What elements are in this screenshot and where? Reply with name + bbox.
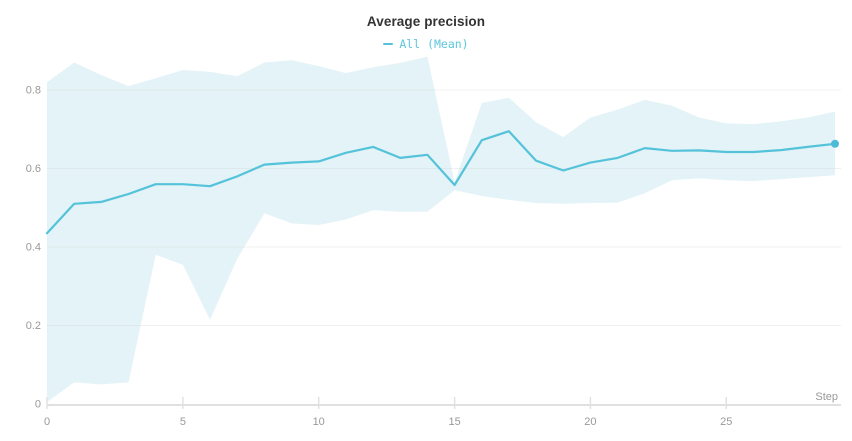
- chart-title: Average precision: [366, 14, 486, 29]
- y-tick-label: 0.4: [26, 242, 41, 254]
- legend-line-icon: [383, 42, 394, 45]
- y-tick-label: 0.8: [26, 85, 41, 97]
- legend-item-all-mean[interactable]: All (Mean): [383, 36, 469, 51]
- x-tick-label: 0: [44, 416, 50, 428]
- y-tick-label: 0.6: [26, 163, 41, 175]
- last-point-marker[interactable]: [831, 139, 839, 148]
- x-tick-label: 20: [584, 416, 596, 428]
- x-tick-label: 25: [720, 416, 732, 428]
- confidence-band: [47, 56, 835, 402]
- legend-label: All (Mean): [399, 36, 469, 51]
- y-tick-label: 0.2: [26, 320, 41, 332]
- x-axis-title: Step: [815, 391, 838, 403]
- mean-line[interactable]: [45, 130, 837, 235]
- x-tick-label: 15: [448, 416, 460, 428]
- legend: All (Mean): [0, 34, 852, 51]
- x-tick-label: 10: [313, 416, 325, 428]
- x-tick-label: 5: [180, 416, 186, 428]
- y-tick-label: 0: [35, 399, 41, 411]
